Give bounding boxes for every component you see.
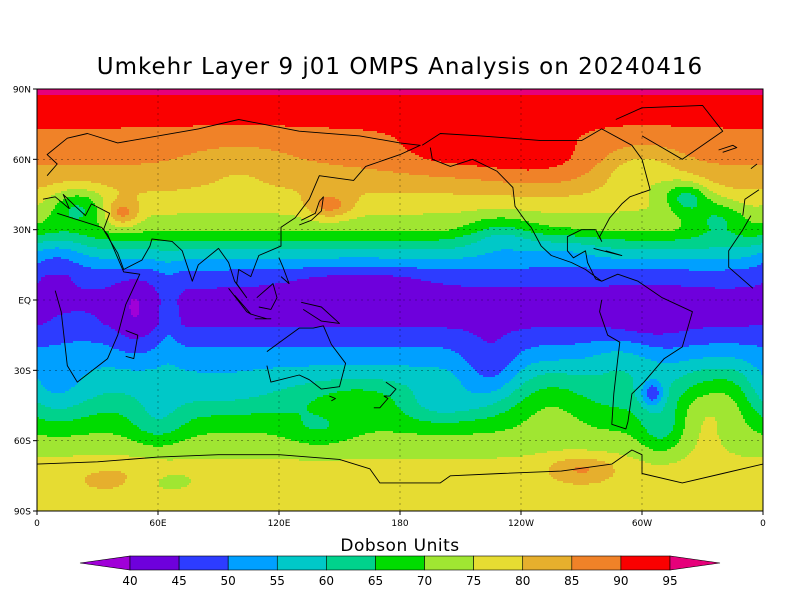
map-title: Umkehr Layer 9 j01 OMPS Analysis on 2024… — [96, 54, 704, 80]
coastline-segment — [383, 381, 397, 397]
lon-tick-label: 60W — [632, 519, 652, 529]
lat-tick-label: 60N — [13, 156, 31, 166]
coastline-segment — [299, 196, 324, 226]
graticule — [37, 89, 763, 511]
colorbar-box — [522, 555, 573, 571]
colorbar-box — [227, 555, 278, 571]
colorbar-box — [424, 555, 474, 571]
latitude-labels: 90N 60N 30N EQ 30S 60S 90S — [13, 86, 37, 518]
colorbar-label: 40 — [122, 574, 137, 588]
colorbar-label: 95 — [662, 574, 677, 588]
lat-tick-label: 90N — [13, 86, 31, 96]
longitude-labels: 0 60E 120E 180 120W 60W 0 — [34, 511, 766, 529]
colorbar-label: 65 — [368, 574, 383, 588]
lon-tick-label: 0 — [760, 519, 766, 529]
colorbar-high-triangle — [669, 555, 721, 571]
colorbar-label: 70 — [417, 574, 432, 588]
coastline-segment — [278, 257, 290, 285]
coastline-segment — [373, 395, 389, 409]
coastline-segment — [42, 119, 421, 299]
colorbar-box — [620, 555, 671, 571]
coastline-segment — [718, 144, 738, 153]
colorbar-box — [571, 555, 622, 571]
coastline-segment — [301, 301, 340, 324]
colorbar-box — [375, 555, 425, 571]
colorbar-box — [326, 555, 376, 571]
colorbar-label: 60 — [319, 574, 334, 588]
coastline-segment — [266, 325, 347, 390]
lat-tick-label: 90S — [14, 508, 31, 518]
colorbar-box — [473, 555, 524, 571]
lon-tick-label: 120E — [268, 519, 291, 529]
lon-tick-label: 0 — [34, 519, 40, 529]
coastline-segment — [750, 163, 758, 170]
colorbar-label: 75 — [466, 574, 481, 588]
coastline-segment — [728, 215, 754, 289]
lat-tick-label: 60S — [14, 437, 31, 447]
coastline-segment — [256, 283, 278, 310]
lon-tick-label: 180 — [391, 519, 408, 529]
coastline-segment — [250, 313, 272, 320]
lon-tick-label: 120W — [508, 519, 534, 529]
colorbar-label: 85 — [564, 574, 579, 588]
colorbar-low-triangle — [79, 555, 131, 571]
lat-tick-label: EQ — [18, 297, 31, 307]
coastline-segment — [593, 247, 623, 256]
coastline-segment — [421, 128, 651, 282]
lat-tick-label: 30N — [13, 226, 31, 236]
coastline-segment — [599, 273, 693, 430]
coastline-segment — [742, 189, 760, 216]
coastline-segment — [228, 288, 252, 315]
lat-tick-label: 30S — [14, 367, 31, 377]
colorbar-label: 55 — [270, 574, 285, 588]
lon-tick-label: 60E — [149, 519, 166, 529]
colorbar-box — [276, 555, 327, 571]
coastline-segment — [54, 212, 141, 383]
colorbar-title: Dobson Units — [340, 536, 460, 556]
coastline-segment — [329, 395, 336, 402]
colorbar-label: 50 — [221, 574, 236, 588]
colorbar-label: 45 — [171, 574, 186, 588]
colorbar-label: 80 — [515, 574, 530, 588]
colorbar-box — [178, 555, 229, 571]
colorbar-box — [129, 555, 180, 571]
coastline-segment — [125, 330, 139, 360]
colorbar-label: 90 — [613, 574, 628, 588]
colorbar: 40 45 50 55 60 65 70 75 80 85 90 95 — [79, 555, 721, 588]
